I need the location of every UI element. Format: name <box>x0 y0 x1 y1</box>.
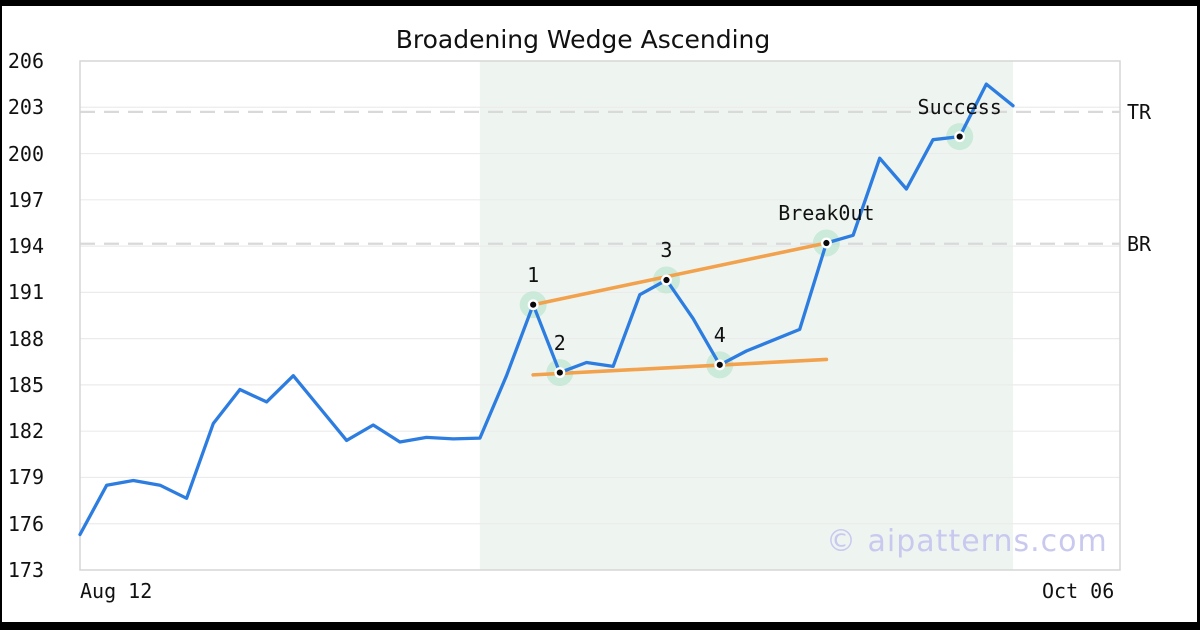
keypoint-dot <box>554 367 566 379</box>
keypoint-dot <box>954 131 966 143</box>
y-tick-label: 203 <box>7 95 44 120</box>
y-tick-label: 191 <box>7 280 44 305</box>
gridlines-layer <box>80 106 1120 525</box>
y-tick-label: 182 <box>7 419 44 444</box>
level-label-br: BR <box>1127 231 1152 256</box>
level-lines-layer <box>80 110 1120 245</box>
pattern-zone-layer <box>479 61 1013 570</box>
y-tick-label: 200 <box>7 141 44 166</box>
upper-trendline <box>531 241 829 307</box>
x-tick-label-end: Oct 06 <box>1042 579 1115 603</box>
y-tick-label: 173 <box>7 558 44 582</box>
keypoint-label-break0ut: Break0ut <box>778 201 875 225</box>
axes-spines-layer <box>79 60 1121 571</box>
pattern-zone <box>479 61 1013 570</box>
keypoint-label-2: 2 <box>553 330 566 355</box>
y-tick-label: 185 <box>7 372 44 397</box>
y-tick-label: 179 <box>7 465 44 490</box>
price-line-layer <box>78 82 1015 537</box>
y-tick-label: 188 <box>7 326 44 351</box>
price-line <box>78 82 1015 537</box>
x-tick-label-start: Aug 12 <box>80 579 153 603</box>
keypoint-label-1: 1 <box>527 262 540 287</box>
keypoint-label-success: Success <box>917 94 1002 119</box>
y-tick-label: 194 <box>7 234 44 259</box>
keypoint-dot <box>527 299 539 311</box>
keypoint-dots-layer <box>527 131 966 379</box>
lower-trendline <box>531 357 829 377</box>
keypoint-label-3: 3 <box>660 238 673 263</box>
plot-frame <box>79 60 1121 571</box>
keypoint-dot <box>820 237 832 249</box>
y-tick-label: 176 <box>7 511 44 536</box>
keypoint-label-4: 4 <box>713 322 726 347</box>
y-tick-label: 197 <box>7 187 44 212</box>
watermark: © aipatterns.com <box>826 524 1108 559</box>
trendlines-layer <box>531 241 829 377</box>
y-tick-label: 206 <box>7 49 44 73</box>
chart-title: Broadening Wedge Ascending <box>395 25 771 54</box>
keypoint-halos-layer <box>519 123 974 387</box>
level-label-tr: TR <box>1127 99 1152 124</box>
keypoint-dot <box>660 274 672 286</box>
keypoint-dot <box>714 359 726 371</box>
